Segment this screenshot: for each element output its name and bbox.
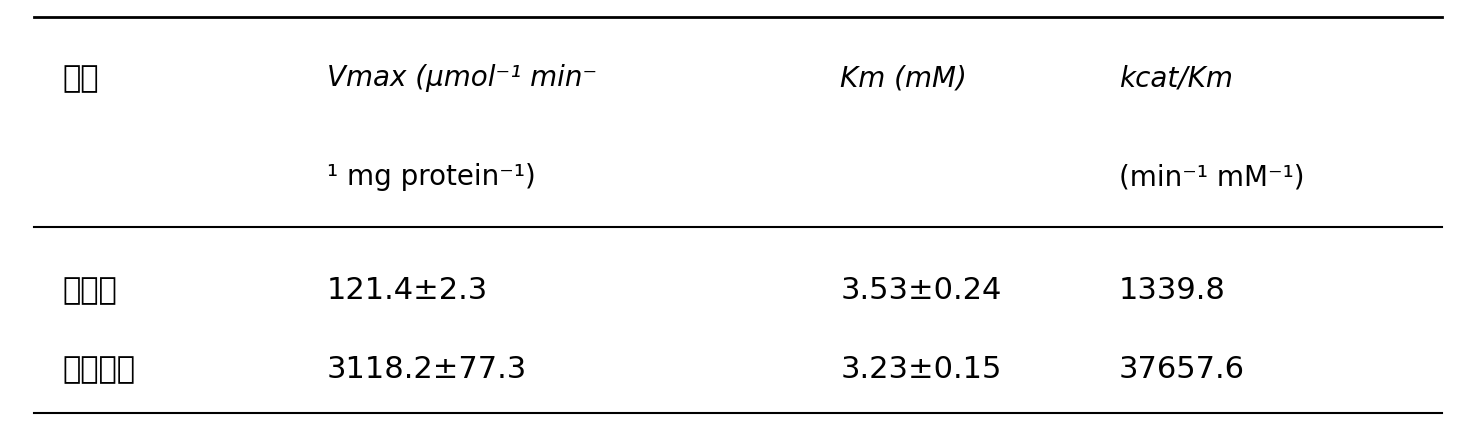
Text: 底物: 底物: [63, 64, 99, 93]
Text: 121.4±2.3: 121.4±2.3: [327, 277, 488, 306]
Text: ¹ mg protein⁻¹): ¹ mg protein⁻¹): [327, 163, 535, 192]
Text: 3118.2±77.3: 3118.2±77.3: [327, 355, 527, 384]
Text: 苹果酸: 苹果酸: [63, 277, 118, 306]
Text: (min⁻¹ mM⁻¹): (min⁻¹ mM⁻¹): [1120, 163, 1304, 192]
Text: 3.23±0.15: 3.23±0.15: [841, 355, 1002, 384]
Text: 3.53±0.24: 3.53±0.24: [841, 277, 1002, 306]
Text: 1339.8: 1339.8: [1120, 277, 1226, 306]
Text: 37657.6: 37657.6: [1120, 355, 1245, 384]
Text: Vmax (μmol⁻¹ min⁻: Vmax (μmol⁻¹ min⁻: [327, 64, 597, 93]
Text: kcat/Km: kcat/Km: [1120, 64, 1233, 93]
Text: Km (mM): Km (mM): [841, 64, 968, 93]
Text: 草酰乙酸: 草酰乙酸: [63, 355, 136, 384]
